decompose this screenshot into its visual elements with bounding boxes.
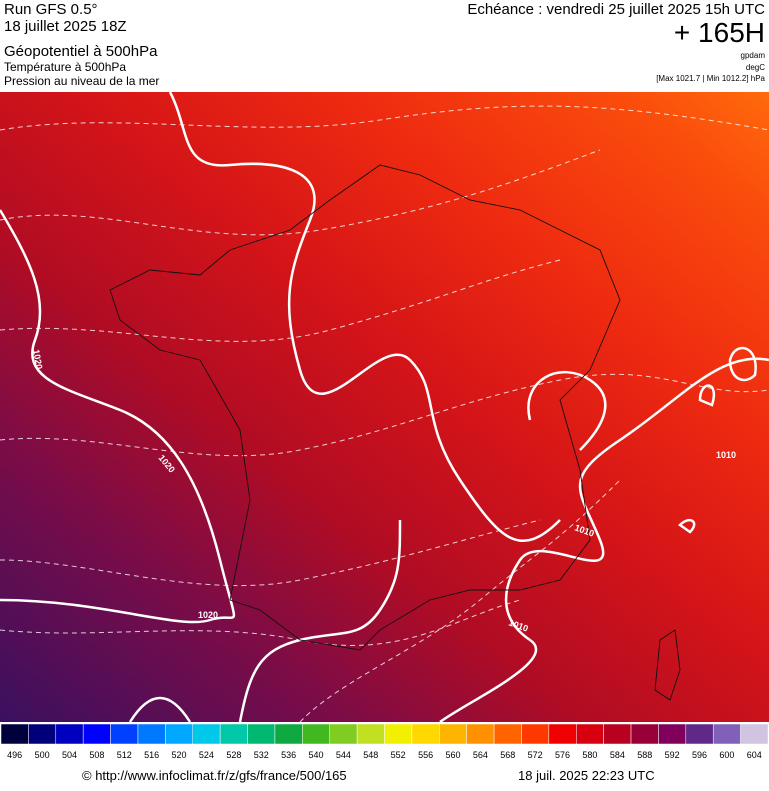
colorbar-swatch	[712, 723, 741, 745]
colorbar-label: 496	[7, 750, 22, 760]
colorbar-label: 568	[500, 750, 515, 760]
colorbar-label: 540	[309, 750, 324, 760]
colorbar-label: 516	[144, 750, 159, 760]
colorbar-label: 564	[473, 750, 488, 760]
colorbar-label: 544	[336, 750, 351, 760]
field-label: Pression au niveau de la mer	[4, 74, 159, 88]
colorbar-label: 572	[528, 750, 543, 760]
colorbar-swatch	[439, 723, 467, 745]
temperature-field	[0, 92, 769, 722]
colorbar-swatch	[603, 723, 632, 745]
colorbar-swatch	[28, 723, 57, 745]
corsica	[654, 629, 681, 701]
colorbar-label: 512	[117, 750, 132, 760]
colorbar-label: 552	[391, 750, 406, 760]
valid-time: Echéance : vendredi 25 juillet 2025 15h …	[467, 1, 765, 18]
colorbar-label: 560	[445, 750, 460, 760]
field-label: Géopotentiel à 500hPa	[4, 43, 158, 60]
colorbar: 496 500 504 508 512 516 520 524 528 532 536 540 544 5…	[0, 723, 769, 760]
colorbar-swatch	[329, 723, 358, 745]
colorbar-swatch	[302, 723, 330, 745]
colorbar-label: 556	[418, 750, 433, 760]
colorbar-label: 528	[226, 750, 241, 760]
colorbar-label: 604	[747, 750, 762, 760]
colorbar-label: 584	[610, 750, 625, 760]
colorbar-label: 576	[555, 750, 570, 760]
isobars	[0, 92, 769, 722]
colorbar-swatch	[740, 723, 769, 745]
colorbar-label: 524	[199, 750, 214, 760]
lead-time: + 165H	[674, 17, 765, 48]
colorbar-swatch	[137, 723, 166, 745]
colorbar-swatch	[658, 723, 687, 745]
colorbar-label: 548	[363, 750, 378, 760]
colorbar-label: 508	[89, 750, 104, 760]
colorbar-swatch	[356, 723, 385, 745]
footer-url: © http://www.infoclimat.fr/z/gfs/france/…	[82, 768, 347, 783]
map	[0, 92, 769, 722]
colorbar-swatch	[630, 723, 659, 745]
colorbar-swatch	[82, 723, 111, 745]
colorbar-swatch	[466, 723, 495, 745]
colorbar-swatch	[55, 723, 84, 745]
unit-label: gpdam	[741, 51, 766, 60]
coastline	[109, 164, 621, 651]
colorbar-label: 592	[665, 750, 680, 760]
unit-label: degC	[746, 63, 765, 72]
colorbar-label: 500	[35, 750, 50, 760]
colorbar-swatch	[274, 723, 303, 745]
isobar-label: 1020	[198, 610, 218, 620]
colorbar-swatch	[411, 723, 440, 745]
colorbar-label: 532	[254, 750, 269, 760]
colorbar-swatch	[548, 723, 577, 745]
colorbar-swatch	[165, 723, 194, 745]
isobar-label: 1010	[716, 450, 736, 460]
colorbar-swatch	[247, 723, 276, 745]
footer-timestamp: 18 juil. 2025 22:23 UTC	[518, 768, 655, 783]
colorbar-label: 520	[172, 750, 187, 760]
colorbar-swatch	[576, 723, 604, 745]
colorbar-swatch	[493, 723, 522, 745]
colorbar-swatch	[384, 723, 413, 745]
colorbar-label: 596	[692, 750, 707, 760]
colorbar-swatch	[219, 723, 248, 745]
colorbar-swatch	[0, 723, 29, 745]
run-date: 18 juillet 2025 18Z	[4, 18, 127, 35]
colorbar-label: 588	[637, 750, 652, 760]
colorbar-label: 536	[281, 750, 296, 760]
field-label: Température à 500hPa	[4, 60, 126, 74]
colorbar-swatch	[521, 723, 550, 745]
colorbar-swatch	[110, 723, 139, 745]
colorbar-label: 580	[582, 750, 597, 760]
colorbar-swatch	[685, 723, 714, 745]
colorbar-label: 600	[719, 750, 734, 760]
colorbar-label: 504	[62, 750, 77, 760]
pressure-range: [Max 1021.7 | Min 1012.2] hPa	[656, 74, 765, 83]
run-label: Run GFS 0.5°	[4, 1, 98, 18]
isobar-label: 1020	[31, 349, 44, 370]
colorbar-swatch	[192, 723, 221, 745]
